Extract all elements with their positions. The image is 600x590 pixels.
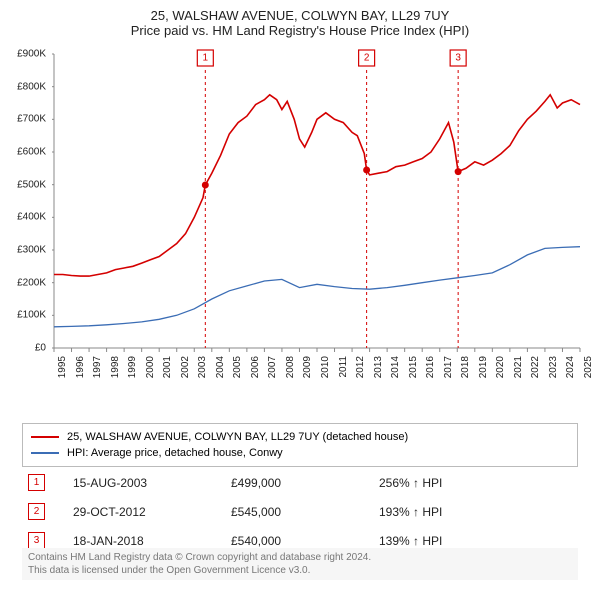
sales-row: 1 15-AUG-2003 £499,000 256% ↑ HPI	[22, 468, 578, 497]
legend-row-hpi: HPI: Average price, detached house, Conw…	[31, 445, 569, 461]
y-axis-label: £600K	[6, 147, 46, 158]
x-axis-label: 2005	[232, 356, 243, 388]
x-axis-label: 2020	[495, 356, 506, 388]
x-axis-label: 2021	[513, 356, 524, 388]
chart-container: 25, WALSHAW AVENUE, COLWYN BAY, LL29 7UY…	[0, 0, 600, 590]
title-line1: 25, WALSHAW AVENUE, COLWYN BAY, LL29 7UY	[0, 8, 600, 23]
x-axis-label: 2012	[355, 356, 366, 388]
footer-box: Contains HM Land Registry data © Crown c…	[22, 548, 578, 580]
x-axis-label: 1997	[92, 356, 103, 388]
legend-swatch-hpi	[31, 452, 59, 454]
y-axis-label: £300K	[6, 245, 46, 256]
sale-marker-1: 1	[28, 474, 45, 491]
y-axis-label: £100K	[6, 310, 46, 321]
x-axis-label: 2018	[460, 356, 471, 388]
x-axis-label: 2014	[390, 356, 401, 388]
sale-marker-3: 3	[28, 532, 45, 549]
x-axis-label: 2025	[583, 356, 594, 388]
x-axis-label: 2007	[267, 356, 278, 388]
x-axis-label: 2017	[443, 356, 454, 388]
sale-date-1: 15-AUG-2003	[73, 476, 203, 490]
legend-label-property: 25, WALSHAW AVENUE, COLWYN BAY, LL29 7UY…	[67, 429, 408, 445]
x-axis-label: 1999	[127, 356, 138, 388]
footer-line1: Contains HM Land Registry data © Crown c…	[28, 551, 572, 564]
sales-row: 2 29-OCT-2012 £545,000 193% ↑ HPI	[22, 497, 578, 526]
y-axis-label: £800K	[6, 81, 46, 92]
x-axis-label: 2003	[197, 356, 208, 388]
x-axis-label: 2019	[478, 356, 489, 388]
sale-hpi-3: 139% ↑ HPI	[379, 534, 489, 548]
sale-price-2: £545,000	[231, 505, 351, 519]
x-axis-label: 2022	[530, 356, 541, 388]
x-axis-label: 2006	[250, 356, 261, 388]
chart-svg: 1 2 3	[52, 48, 582, 378]
sale-marker-1-num: 1	[34, 477, 40, 488]
sales-table: 1 15-AUG-2003 £499,000 256% ↑ HPI 2 29-O…	[22, 468, 578, 555]
legend-label-hpi: HPI: Average price, detached house, Conw…	[67, 445, 283, 461]
y-axis-label: £900K	[6, 49, 46, 60]
sale-hpi-2: 193% ↑ HPI	[379, 505, 489, 519]
sale-marker-2-num: 2	[34, 506, 40, 517]
sale-date-3: 18-JAN-2018	[73, 534, 203, 548]
sale-price-1: £499,000	[231, 476, 351, 490]
footer-line2: This data is licensed under the Open Gov…	[28, 564, 572, 577]
title-block: 25, WALSHAW AVENUE, COLWYN BAY, LL29 7UY…	[0, 0, 600, 38]
y-axis-label: £400K	[6, 212, 46, 223]
y-axis-label: £500K	[6, 179, 46, 190]
x-axis-label: 2000	[145, 356, 156, 388]
x-axis-label: 2023	[548, 356, 559, 388]
sale-marker-3-num: 3	[34, 535, 40, 546]
svg-text:3: 3	[455, 53, 461, 64]
x-axis-label: 2015	[408, 356, 419, 388]
x-axis-label: 2009	[302, 356, 313, 388]
legend-swatch-property	[31, 436, 59, 438]
x-axis-label: 1998	[110, 356, 121, 388]
x-axis-label: 2001	[162, 356, 173, 388]
x-axis-label: 2013	[373, 356, 384, 388]
x-axis-label: 2024	[565, 356, 576, 388]
sale-price-3: £540,000	[231, 534, 351, 548]
sale-hpi-1: 256% ↑ HPI	[379, 476, 489, 490]
legend-box: 25, WALSHAW AVENUE, COLWYN BAY, LL29 7UY…	[22, 423, 578, 467]
y-axis-label: £700K	[6, 114, 46, 125]
chart-area: 1 2 3	[52, 48, 582, 378]
x-axis-label: 2011	[338, 356, 349, 388]
y-axis-label: £200K	[6, 277, 46, 288]
legend-row-property: 25, WALSHAW AVENUE, COLWYN BAY, LL29 7UY…	[31, 429, 569, 445]
svg-text:2: 2	[364, 53, 370, 64]
x-axis-label: 1995	[57, 356, 68, 388]
x-axis-label: 2008	[285, 356, 296, 388]
x-axis-label: 1996	[75, 356, 86, 388]
sale-date-2: 29-OCT-2012	[73, 505, 203, 519]
y-axis-label: £0	[6, 343, 46, 354]
svg-text:1: 1	[203, 53, 209, 64]
x-axis-label: 2002	[180, 356, 191, 388]
title-line2: Price paid vs. HM Land Registry's House …	[0, 23, 600, 38]
sale-marker-2: 2	[28, 503, 45, 520]
x-axis-label: 2016	[425, 356, 436, 388]
x-axis-label: 2004	[215, 356, 226, 388]
x-axis-label: 2010	[320, 356, 331, 388]
